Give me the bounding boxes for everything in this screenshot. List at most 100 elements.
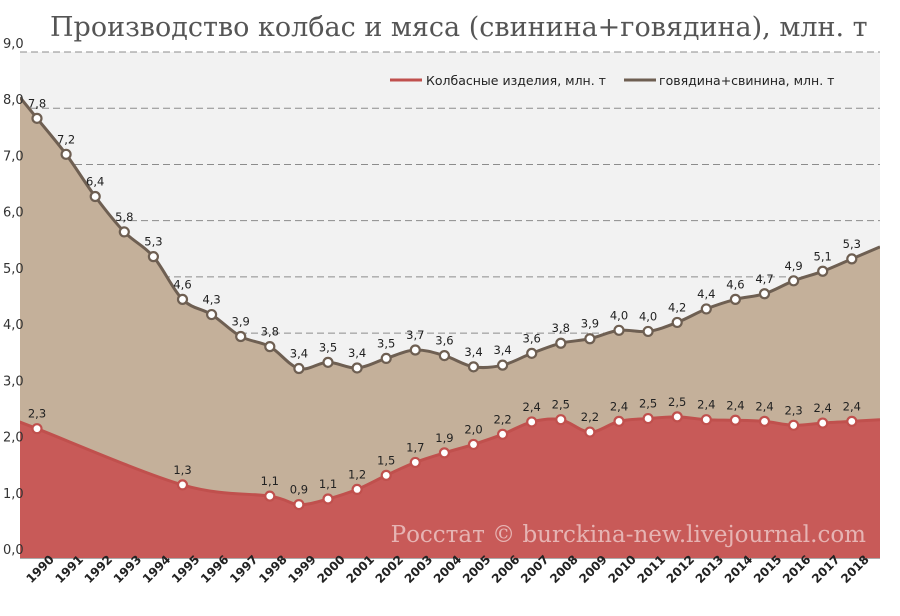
point-meat: [497, 359, 509, 371]
data-label-meat: 4,4: [697, 287, 715, 301]
data-label-sausage: 2,2: [581, 410, 599, 424]
data-label-sausage: 2,4: [697, 398, 715, 412]
data-label-meat: 3,8: [261, 325, 279, 339]
data-label-sausage: 2,0: [464, 422, 482, 436]
point-sausage: [787, 419, 800, 431]
data-label-meat: 3,6: [523, 331, 541, 345]
watermark: Росстат © burckina-new.livejournal.com: [391, 522, 867, 548]
data-label-meat: 4,0: [610, 308, 628, 322]
data-label-sausage: 2,4: [523, 400, 541, 414]
data-label-sausage: 1,3: [173, 463, 191, 477]
data-label-sausage: 1,5: [377, 453, 395, 467]
data-label-meat: 3,4: [348, 346, 366, 360]
point-meat: [293, 362, 305, 375]
data-label-meat: 4,0: [639, 309, 657, 323]
point-meat: [817, 265, 829, 277]
data-label-sausage: 2,4: [610, 399, 628, 413]
y-tick-label: 7,0: [3, 149, 24, 164]
point-sausage: [700, 414, 712, 426]
point-layer: 2,3 1,3 1,1 0,9 1,1 1,2 1,5 1,7 1,9 2,0 2,2 2,4 2,5 2…: [28, 96, 861, 511]
y-tick-label: 6,0: [3, 206, 24, 221]
data-label-sausage: 2,5: [668, 395, 686, 409]
data-label-meat: 5,3: [843, 237, 861, 251]
data-label-meat: 4,6: [726, 277, 744, 291]
data-label-sausage: 1,2: [348, 467, 366, 481]
data-label-sausage: 2,3: [28, 407, 46, 421]
data-label-meat: 3,9: [232, 314, 250, 328]
point-meat: [31, 112, 43, 124]
point-sausage: [817, 417, 829, 429]
point-sausage: [526, 416, 538, 428]
data-label-sausage: 2,4: [726, 398, 744, 412]
point-meat: [526, 347, 538, 359]
data-label-meat: 7,2: [57, 132, 75, 146]
data-label-sausage: 0,9: [290, 483, 308, 497]
area-sausage: [20, 416, 880, 558]
point-sausage: [467, 438, 480, 451]
point-meat: [584, 333, 596, 345]
point-sausage: [293, 498, 305, 511]
data-label-meat: 5,1: [814, 249, 832, 263]
data-label-meat: 7,8: [28, 96, 46, 110]
legend-label-sausage: Колбасные изделия, млн. т: [426, 73, 606, 88]
point-sausage: [31, 423, 43, 435]
point-meat: [147, 251, 159, 263]
point-meat: [700, 303, 712, 315]
point-sausage: [846, 415, 858, 427]
point-meat: [671, 316, 683, 329]
point-meat: [758, 288, 771, 300]
y-tick-label: 4,0: [3, 318, 24, 333]
point-sausage: [613, 415, 625, 427]
point-meat: [322, 356, 334, 368]
point-sausage: [380, 469, 392, 481]
point-meat: [380, 352, 392, 365]
data-label-sausage: 2,5: [639, 397, 657, 411]
point-meat: [235, 330, 247, 343]
y-tick-label: 8,0: [3, 93, 24, 108]
data-label-meat: 5,8: [115, 210, 133, 224]
data-label-meat: 4,6: [173, 277, 191, 291]
data-label-meat: 3,4: [493, 343, 511, 357]
data-label-sausage: 2,5: [552, 398, 570, 412]
point-meat: [351, 362, 363, 374]
data-label-sausage: 2,4: [814, 401, 832, 415]
data-label-meat: 3,4: [290, 347, 308, 361]
data-label-sausage: 1,7: [406, 440, 424, 454]
data-label-sausage: 2,4: [755, 399, 773, 413]
point-meat: [438, 350, 450, 362]
data-label-meat: 3,7: [406, 328, 424, 342]
data-label-sausage: 1,1: [319, 477, 337, 491]
point-sausage: [729, 414, 742, 426]
point-meat: [206, 308, 218, 321]
data-label-meat: 3,9: [581, 317, 599, 331]
data-label-sausage: 2,2: [493, 412, 511, 426]
data-label-meat: 3,4: [464, 345, 482, 359]
point-meat: [89, 190, 101, 203]
chart-title: Производство колбас и мяса (свинина+говя…: [50, 12, 868, 43]
data-label-meat: 4,9: [784, 259, 802, 273]
y-axis: 0,0 1,0 2,0 3,0 4,0 5,0 6,0 7,0 8,0 9,0: [3, 37, 24, 558]
point-meat: [729, 293, 742, 305]
data-label-meat: 3,8: [552, 321, 570, 335]
point-meat: [642, 325, 654, 338]
point-sausage: [671, 411, 683, 423]
point-meat: [264, 341, 276, 353]
y-tick-label: 5,0: [3, 262, 24, 277]
area-layer: [20, 97, 880, 558]
data-label-meat: 4,3: [202, 293, 220, 307]
point-sausage: [642, 412, 654, 425]
point-meat: [60, 148, 72, 160]
point-meat: [555, 337, 567, 349]
point-sausage: [497, 428, 509, 440]
y-tick-label: 2,0: [3, 431, 24, 446]
data-label-meat: 4,2: [668, 300, 686, 314]
point-meat: [118, 226, 130, 238]
data-label-meat: 6,4: [86, 174, 104, 188]
point-meat: [409, 344, 421, 356]
legend: Колбасные изделия, млн. т говядина+свини…: [390, 73, 834, 88]
point-sausage: [438, 447, 450, 459]
y-tick-label: 3,0: [3, 374, 24, 389]
y-tick-label: 9,0: [3, 37, 24, 52]
